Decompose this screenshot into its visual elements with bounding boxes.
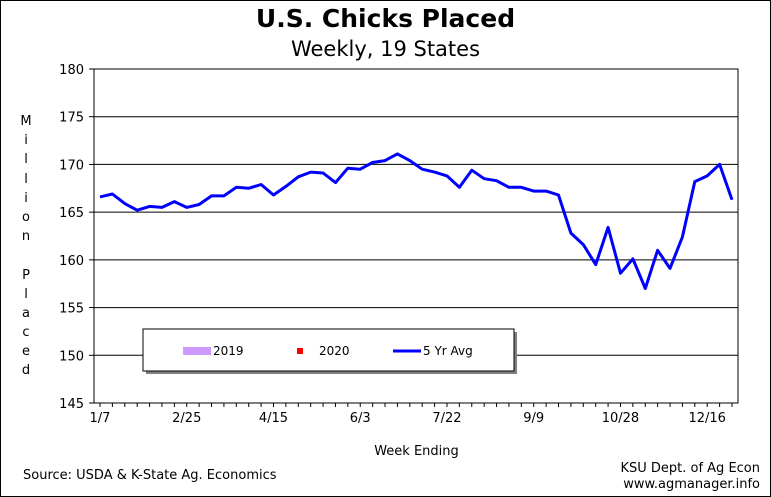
credit-line-2: www.agmanager.info [623,477,760,492]
plot-area-border [93,68,739,404]
chart-subtitle: Weekly, 19 States [290,37,481,61]
x-tick-label: 7/22 [432,411,461,426]
y-tick-label: 155 [59,302,84,317]
x-tick-label: 2/25 [172,411,201,426]
x-tick-label: 10/28 [602,411,639,426]
y-tick-label: 145 [59,397,84,412]
credit-note: KSU Dept. of Ag Econ www.agmanager.info [620,461,760,493]
y-tick-label: 175 [59,111,84,126]
legend-label-2019: 2019 [213,344,244,358]
x-tick-label: 9/9 [523,411,544,426]
x-tick-label: 1/7 [90,411,111,426]
source-note: Source: USDA & K-State Ag. Economics [23,468,277,483]
series-line-5yr-avg [99,152,734,290]
credit-line-1: KSU Dept. of Ag Econ [620,461,760,476]
chart-title: U.S. Chicks Placed [255,4,516,33]
legend-swatch-2020 [297,348,303,354]
x-tick-label: 12/16 [688,411,725,426]
legend-label-2020: 2020 [319,344,350,358]
legend-label-5yr-avg: 5 Yr Avg [423,344,473,358]
y-tick-label: 170 [59,158,84,173]
x-tick-label: 6/3 [350,411,371,426]
y-tick-label: 165 [59,206,84,221]
legend-swatch-2019 [183,347,211,355]
x-tick-label: 4/15 [259,411,288,426]
y-tick-label: 150 [59,349,84,364]
x-axis-label: Week Ending [374,444,459,459]
y-tick-label: 160 [59,254,84,269]
y-tick-label: 180 [59,63,84,78]
